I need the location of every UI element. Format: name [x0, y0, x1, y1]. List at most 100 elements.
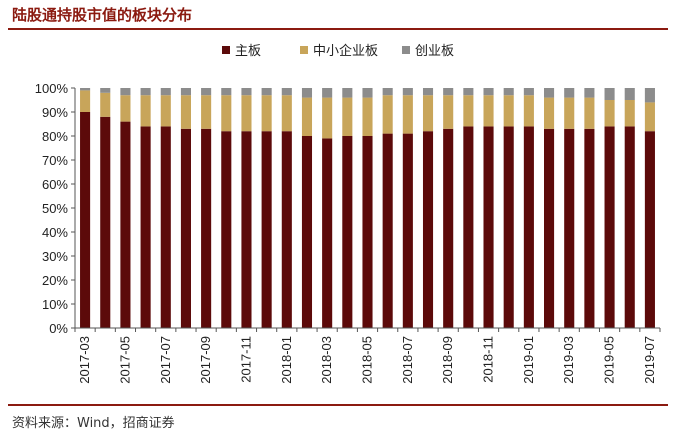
bar-segment-1	[160, 95, 171, 127]
y-tick-label: 30%	[42, 249, 68, 264]
bar-segment-2	[241, 88, 252, 96]
x-tick-label: 2017-03	[77, 336, 92, 384]
bar-segment-1	[624, 100, 635, 127]
y-tick-label: 80%	[42, 129, 68, 144]
bar-segment-1	[443, 95, 454, 129]
x-tick-label: 2019-07	[642, 336, 657, 384]
bar-segment-2	[564, 88, 575, 98]
bar-segment-2	[301, 88, 313, 98]
bar-segment-1	[362, 97, 373, 136]
y-tick-label: 40%	[42, 225, 68, 240]
bar-segment-1	[584, 97, 595, 129]
bar-segment-1	[281, 95, 292, 132]
bar-segment-1	[463, 95, 474, 127]
bar-segment-0	[463, 126, 474, 329]
x-tick-label: 2019-05	[602, 336, 617, 384]
bar-segment-1	[322, 97, 333, 139]
bar-segment-0	[201, 128, 212, 328]
bar-segment-2	[342, 88, 353, 98]
bar-segment-0	[301, 136, 313, 328]
legend-swatch-2	[402, 46, 410, 54]
bar-segment-2	[100, 88, 111, 93]
bar-segment-2	[221, 88, 232, 96]
bar-segment-2	[382, 88, 393, 96]
legend-label-0: 主板	[235, 44, 261, 59]
bar-segment-0	[624, 126, 635, 329]
legend: 主板 中小企业板 创业板	[222, 43, 454, 59]
bar-segment-2	[503, 88, 514, 96]
bar-segment-1	[120, 95, 131, 122]
bar-segment-2	[120, 88, 131, 96]
bar-segment-2	[422, 88, 434, 96]
bar-segment-2	[261, 88, 272, 96]
bar-segment-0	[644, 131, 655, 328]
x-tick-label: 2019-03	[561, 336, 576, 384]
x-tick-label: 2017-11	[238, 336, 253, 383]
y-tick-label: 0%	[49, 321, 68, 336]
bar-segment-1	[402, 95, 413, 134]
bar-segment-2	[201, 88, 212, 96]
bar-segment-1	[544, 97, 555, 129]
bar-segment-2	[322, 88, 333, 98]
bar-segment-1	[261, 95, 272, 132]
y-tick-label: 10%	[42, 297, 68, 312]
bar-segment-2	[644, 88, 655, 103]
bar-segment-0	[100, 116, 111, 328]
bar-segment-1	[80, 90, 91, 112]
chart-title: 陆股通持股市值的板块分布	[12, 6, 193, 24]
bar-segment-0	[160, 126, 171, 329]
bar-segment-1	[100, 92, 111, 117]
x-tick-label: 2018-05	[360, 336, 375, 384]
bar-segment-1	[422, 95, 434, 132]
bar-segment-0	[443, 128, 454, 328]
x-tick-label: 2018-11	[481, 336, 496, 383]
x-tick-label: 2018-09	[440, 336, 455, 384]
bar-segment-1	[644, 102, 655, 132]
bar-segment-0	[221, 131, 232, 328]
bar-segment-0	[544, 128, 555, 328]
bar-segment-0	[362, 136, 373, 328]
bar-segment-0	[604, 126, 615, 329]
bar-segment-0	[523, 126, 534, 329]
bar-segment-0	[281, 131, 292, 328]
bar-segment-0	[422, 131, 434, 328]
legend-label-2: 创业板	[415, 44, 454, 59]
bar-segment-1	[180, 95, 191, 129]
bar-segment-2	[624, 88, 635, 100]
x-axis: 2017-03 2017-05 2017-07 2017-09 2017-11 2018-…	[74, 327, 661, 384]
bar-segment-2	[604, 88, 615, 100]
bar-segment-2	[443, 88, 454, 96]
x-tick-label: 2017-09	[198, 336, 213, 384]
bar-segment-2	[523, 88, 534, 96]
bar-segment-0	[120, 121, 131, 328]
bar-segment-1	[382, 95, 393, 134]
source-note: 资料来源：Wind，招商证券	[12, 416, 175, 431]
legend-label-1: 中小企业板	[313, 43, 378, 59]
bar-segment-1	[140, 95, 151, 127]
bar-segment-0	[382, 133, 393, 328]
x-tick-label: 2018-07	[400, 336, 415, 384]
bar-segment-0	[241, 131, 252, 328]
x-tick-label: 2018-01	[279, 336, 294, 384]
bar-segment-0	[503, 126, 514, 329]
bar-segment-2	[402, 88, 413, 96]
bar-segment-0	[483, 126, 494, 329]
bar-segment-2	[80, 88, 91, 91]
title-divider	[8, 28, 668, 30]
bar-segment-2	[160, 88, 171, 96]
y-axis: 0% 10% 20% 30% 40% 50% 60% 70% 80% 90% 100%	[35, 81, 76, 336]
bar-segment-2	[463, 88, 474, 96]
bar-segment-2	[180, 88, 191, 96]
bar-segment-1	[221, 95, 232, 132]
bar-segment-0	[80, 112, 91, 328]
legend-swatch-1	[300, 46, 308, 54]
x-tick-label: 2017-05	[117, 336, 132, 384]
bars	[80, 88, 655, 329]
bar-segment-1	[201, 95, 212, 129]
bar-segment-1	[604, 100, 615, 127]
bar-segment-1	[301, 97, 313, 136]
y-tick-label: 50%	[42, 201, 68, 216]
bar-segment-0	[402, 133, 413, 328]
bar-segment-2	[281, 88, 292, 96]
bar-segment-0	[180, 128, 191, 328]
